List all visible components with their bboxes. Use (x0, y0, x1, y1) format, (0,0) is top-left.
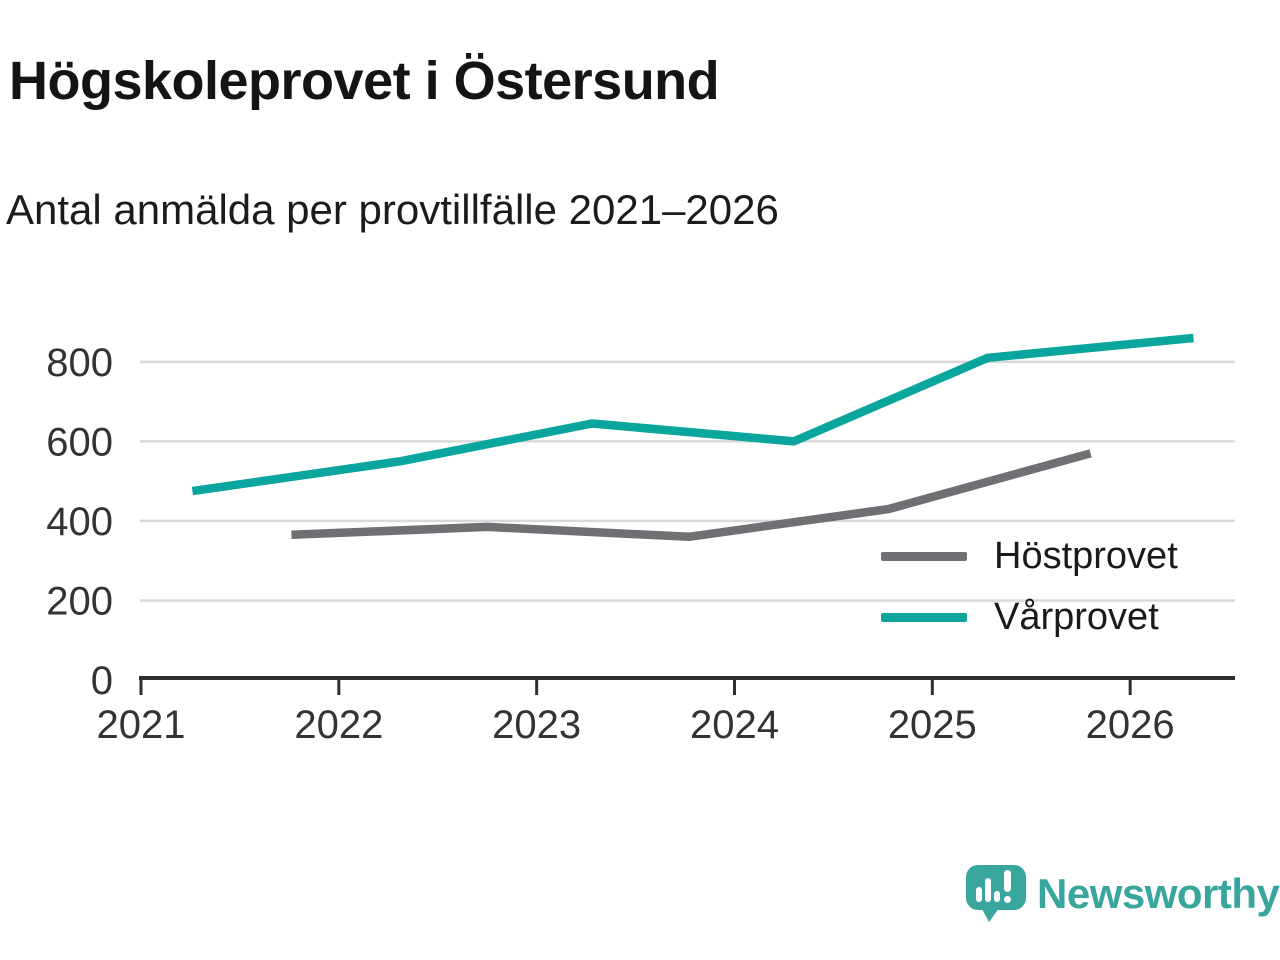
newsworthy-brand: Newsworthy (965, 863, 1280, 925)
x-tick-label: 2025 (888, 703, 977, 747)
logo-bubble (966, 865, 1026, 910)
x-tick-label: 2026 (1086, 703, 1175, 747)
y-tick-label: 200 (46, 579, 113, 623)
x-tick-label: 2024 (690, 703, 779, 747)
legend-swatch-varprovet-icon (881, 612, 967, 622)
logo-bar-1 (976, 887, 982, 902)
logo-exclamation-bar (1004, 870, 1011, 892)
y-tick-label: 800 (46, 341, 113, 385)
chart-subtitle: Antal anmälda per provtillfälle 2021–202… (6, 186, 779, 233)
legend-label-hostprovet: Höstprovet (994, 534, 1178, 577)
y-tick-label: 600 (46, 420, 113, 464)
series-line-vårprovet (191, 333, 1194, 496)
logo-exclamation-dot (1004, 896, 1011, 903)
x-tick-label: 2022 (294, 703, 383, 747)
y-tick-label: 400 (46, 500, 113, 544)
logo-bar-3 (994, 891, 1000, 902)
legend-item-hostprovet: Höstprovet (881, 533, 1178, 579)
chart-title: Högskoleprovet i Östersund (9, 51, 720, 111)
x-tick-label: 2023 (492, 703, 581, 747)
logo-bubble-tail (981, 907, 1000, 922)
series-line-höstprovet (291, 449, 1092, 542)
legend-item-varprovet: Vårprovet (881, 594, 1178, 640)
newsworthy-brand-name: Newsworthy (1037, 870, 1280, 917)
newsworthy-logo-icon (966, 865, 1026, 922)
legend-swatch-hostprovet-icon (881, 551, 967, 561)
logo-bar-2 (985, 878, 991, 902)
legend-label-varprovet: Vårprovet (994, 595, 1159, 638)
legend: Höstprovet Vårprovet (881, 533, 1178, 655)
x-tick-label: 2021 (97, 703, 186, 747)
y-tick-label: 0 (91, 659, 113, 703)
